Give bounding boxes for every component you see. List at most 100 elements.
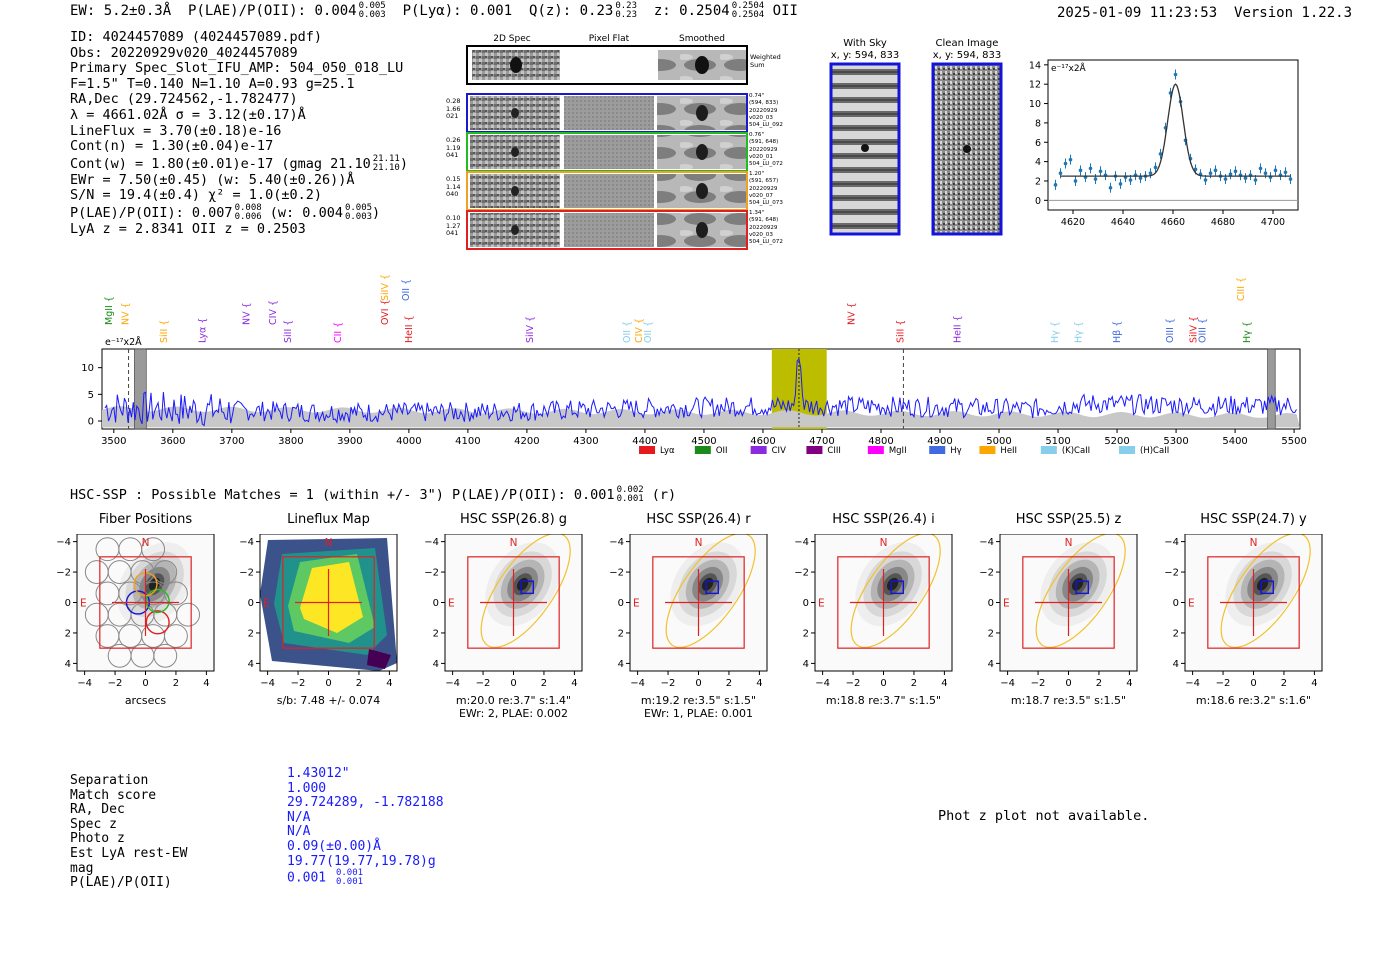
lineflux-dark <box>367 649 391 669</box>
panel-xtick-label: 2 <box>356 678 362 689</box>
match-label: mag <box>70 860 94 876</box>
z-line: OII <box>772 3 798 19</box>
zoom-xtick-label: 4700 <box>1261 217 1285 228</box>
col-title-smoothed: Smoothed <box>679 34 725 44</box>
cutout-row-left-label: 0.15 1.14 040 <box>446 175 461 198</box>
zoom-data-point <box>1073 179 1078 183</box>
line-label: CIV { <box>268 300 279 325</box>
clean-image <box>931 62 1003 236</box>
panel-xtick-label: 4 <box>571 678 577 689</box>
spec-ytick-label: 0 <box>88 417 94 428</box>
clean-image-xy: x, y: 594, 833 <box>932 50 1002 61</box>
zoom-ytick-label: 4 <box>1035 157 1041 168</box>
match-label: Separation <box>70 773 149 788</box>
aperture-ellipse <box>480 534 571 648</box>
panel-ytick-label: 0 <box>1173 598 1179 609</box>
spec-xtick-label: 4400 <box>632 436 657 447</box>
panel-title: HSC SSP(26.8) g <box>459 512 568 527</box>
panel-xtick-label: −4 <box>260 678 275 689</box>
panel-xtick-label: 4 <box>756 678 762 689</box>
panel-xtick-label: 0 <box>880 678 886 689</box>
north-label: N <box>1250 537 1258 549</box>
panel-xtick-label: 4 <box>941 678 947 689</box>
zoom-ytick-label: 0 <box>1035 196 1041 207</box>
zoom-data-point <box>1203 178 1208 182</box>
panel-ytick-label: 4 <box>65 659 71 670</box>
panel-caption: m:19.2 re:3.5" s:1.5" <box>640 694 757 707</box>
line-label: SiIV { <box>380 275 391 301</box>
search-box <box>1207 556 1300 649</box>
imaging-panel: N E −4 4 −2 2 0 0 2 −2 4 −4 <box>609 534 768 689</box>
with-sky-xy: x, y: 594, 833 <box>830 50 900 61</box>
cutout-2dspec-source <box>511 147 519 157</box>
panel-ytick-label: 4 <box>988 659 994 670</box>
panel-xtick-label: 4 <box>1126 678 1132 689</box>
aperture-ellipse <box>1220 534 1311 648</box>
spec-xtick-label: 4300 <box>573 436 598 447</box>
line-label: HeII { <box>953 315 964 343</box>
line-label: Hβ { <box>1112 321 1123 343</box>
match-value: 1.43012" <box>287 766 350 781</box>
panel-ytick-label: −4 <box>424 537 439 548</box>
panel-xtick-label: 2 <box>911 678 917 689</box>
imaging-panel: N E −4 4 −2 2 0 0 2 −2 4 −4 <box>239 534 398 689</box>
panel-xtick-label: −2 <box>108 678 123 689</box>
with-sky-source <box>861 144 869 152</box>
info-plae: P(LAE)/P(OII): 0.007 0.008 0.006 (w: 0.004… <box>70 202 381 222</box>
line-label: SiII { <box>283 320 294 343</box>
east-label: E <box>80 598 87 610</box>
panel-xtick-label: −4 <box>445 678 460 689</box>
legend-swatch <box>694 446 711 454</box>
info-params: F=1.5" T=0.140 N=1.10 A=0.93 g=25.1 <box>70 75 355 92</box>
plya-value: P(Lyα): 0.001 <box>402 3 513 19</box>
zoom-ylabel: e⁻¹⁷x2Å <box>1051 62 1087 74</box>
line-label: NV { <box>242 302 253 325</box>
panel-xtick-label: −2 <box>661 678 676 689</box>
east-label: E <box>633 598 640 610</box>
info-lambda: λ = 4661.02Å σ = 3.12(±0.17)Å <box>70 106 306 123</box>
spec-xtick-label: 5500 <box>1281 436 1306 447</box>
panel-xtick-label: −2 <box>846 678 861 689</box>
legend-label: Hγ <box>950 446 961 456</box>
panel-title: Lineflux Map <box>287 512 370 527</box>
panel-ytick-label: −2 <box>424 568 439 579</box>
panel-ytick-label: 2 <box>1173 628 1179 639</box>
line-label: MgII { <box>104 296 115 325</box>
cutout-row-left-label: 0.10 1.27 041 <box>446 214 461 237</box>
zoom-data-point <box>1208 171 1213 176</box>
ew-value: EW: 5.2±0.3Å <box>70 3 172 19</box>
panel-xtick-label: −2 <box>476 678 491 689</box>
info-id: ID: 4024457089 (4024457089.pdf) <box>70 29 322 45</box>
match-label: P(LAE)/P(OII) <box>70 875 172 891</box>
match-value: 1.000 <box>287 780 327 796</box>
spec-xtick-label: 5400 <box>1222 436 1247 447</box>
panel-caption-2: EWr: 1, PLAE: 0.001 <box>643 707 754 720</box>
panel-xtick-label: 0 <box>325 678 331 689</box>
legend-swatch <box>1040 446 1057 454</box>
legend-swatch <box>750 446 767 454</box>
imaging-panel: N E −4 4 −2 2 0 0 2 −2 4 −4 <box>1164 534 1323 689</box>
sky-images: With Sky x, y: 594, 833 Clean Image x, y… <box>825 36 1010 241</box>
detection-info: ID: 4024457089 (4024457089.pdf) Obs: 202… <box>70 29 408 238</box>
fiber-cutouts: 2D Spec Pixel Flat Smoothed <box>440 32 810 257</box>
match-label: Est LyA rest-EW <box>70 845 188 861</box>
zoom-data-point <box>1173 72 1178 77</box>
spec-ytick-label: 5 <box>88 390 94 401</box>
zoom-data-point <box>1053 183 1058 187</box>
line-label: OIII { <box>1198 318 1209 343</box>
match-label: Match score <box>70 787 157 803</box>
zoom-data-point <box>1098 169 1103 174</box>
match-value: N/A <box>287 809 311 825</box>
zoom-data-point <box>1063 161 1068 166</box>
panel-ytick-label: 2 <box>433 628 439 639</box>
fiber-circle <box>141 537 166 562</box>
match-value: 19.77(19.77,19.78)g <box>287 853 436 869</box>
panel-caption: arcsecs <box>124 694 167 707</box>
phot-z-message: Phot z plot not available. <box>938 808 1150 824</box>
zoom-data-point <box>1283 170 1288 175</box>
cutout-2dspec-source <box>511 108 519 118</box>
line-label: CII { <box>333 322 344 343</box>
panel-xtick-label: −4 <box>77 678 92 689</box>
legend-swatch <box>639 446 656 454</box>
north-label: N <box>142 537 150 549</box>
